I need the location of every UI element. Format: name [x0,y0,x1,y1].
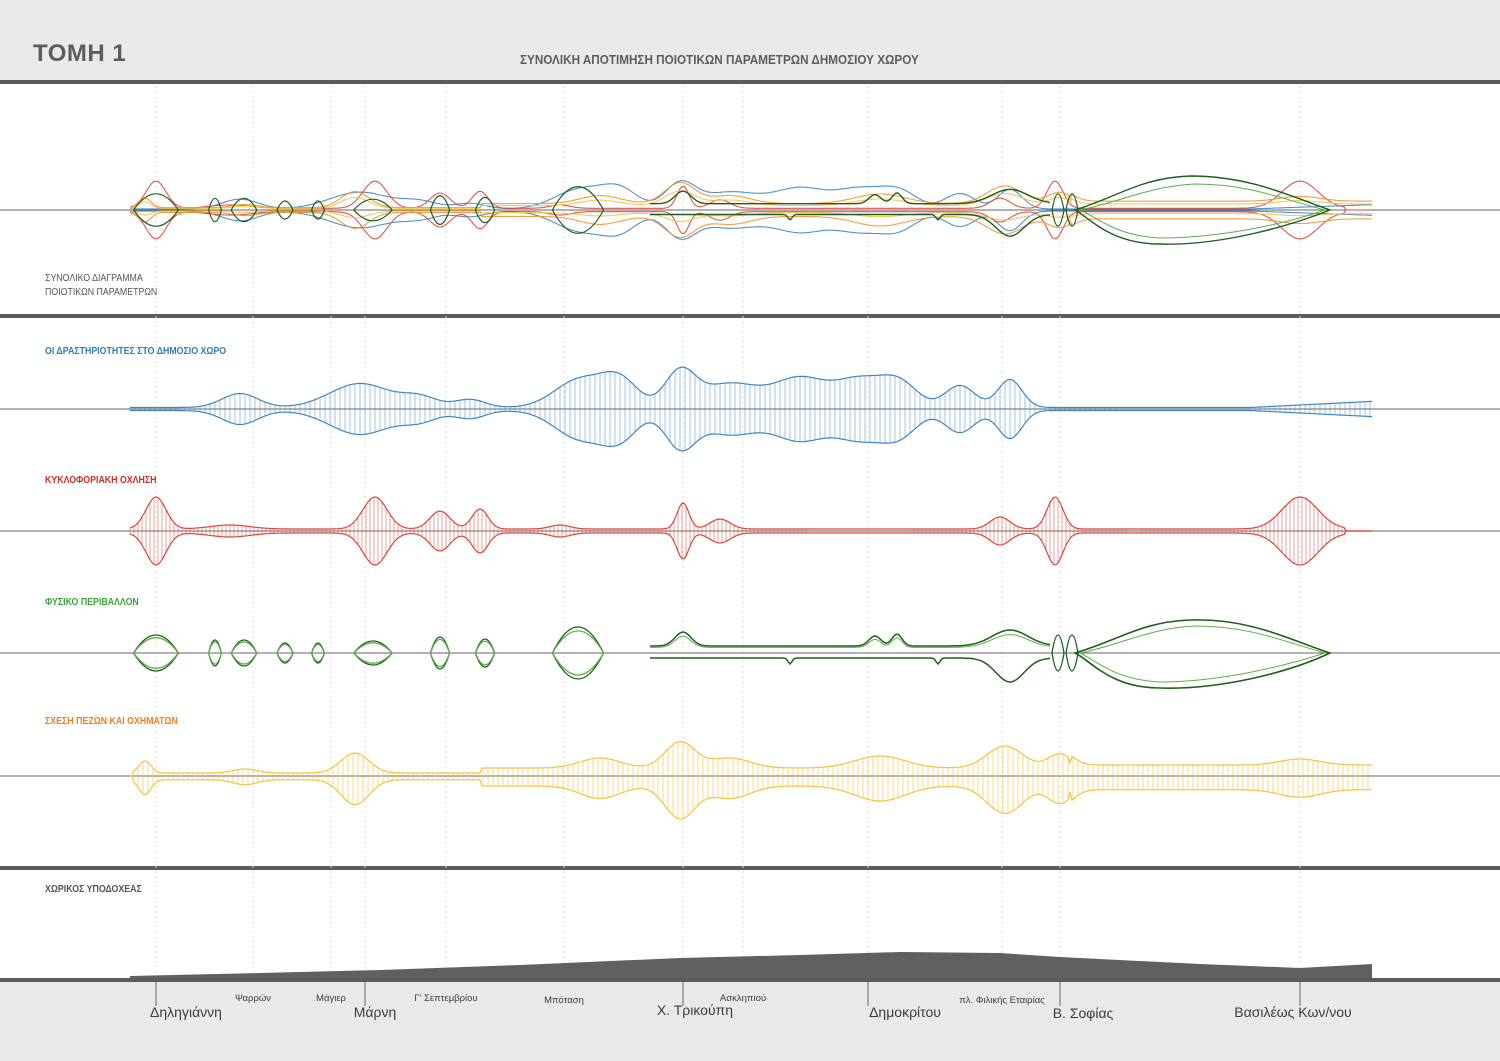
nature-lens [352,642,394,664]
street-label: Δημοκρίτου [869,1004,941,1020]
nature-lens [132,637,180,669]
street-label: Χ. Τρικούπη [656,1002,734,1018]
street-label: Β. Σοφίας [1052,1005,1114,1021]
nature-lens [207,641,223,665]
overview-nature-lens [207,197,223,223]
pedestrian-lower-curve [130,775,1372,820]
nature-band [132,619,1333,689]
overview-pedestrian-upper [130,181,1372,211]
street-label-minor: Μπόταση [544,995,584,1006]
street-label-minor: Μάγιερ [316,993,346,1004]
pedestrian-upper-curve [130,740,1372,777]
overview-pedestrian-lower [130,209,1372,239]
section-label-nature: ΦΥΣΙΚΟ ΠΕΡΙΒΑΛΛΟΝ [45,597,139,608]
street-label: Δηληγιάννη [150,1004,222,1020]
street-ticks [155,982,1301,1006]
overview-nature-lens [429,195,451,225]
overview-nature-lens [310,200,326,220]
overview-label-line1: ΣΥΝΟΛΙΚΟ ΔΙΑΓΡΑΜΜΑ [45,273,143,284]
section-label-pedestrians: ΣΧΕΣΗ ΠΕΖΩΝ ΚΑΙ ΟΧΗΜΑΤΩΝ [45,716,178,727]
overview-nature-big-lens-inner [1078,183,1327,239]
pedestrian-band [130,740,1372,820]
section-label-traffic: ΚΥΚΛΟΦΟΡΙΑΚΗ ΟΧΛΗΣΗ [45,475,157,486]
overview-nature-lens [474,196,496,224]
overview-divider [0,314,1500,318]
page-title: ΤΟΜΗ 1 [33,40,127,67]
overview-nature-lower [650,213,1051,237]
baselines [0,209,1500,777]
overview-nature-lens [1051,193,1065,227]
overview-nature-lens [352,198,394,222]
nature-lens [474,640,496,666]
overview-nature-lens [132,193,180,227]
nature-lens [230,641,258,665]
street-label-minor: Ασκληπιού [719,993,767,1004]
nature-lens [551,630,605,676]
activity-upper-curve [130,366,1373,409]
overview-nature-lens [551,186,605,234]
overview-diagram [129,175,1373,245]
nature-lens [1065,634,1079,672]
section-label-activities: ΟΙ ΔΡΑΣΤΗΡΙΟΤΗΤΕΣ ΣΤΟ ΔΗΜΟΣΙΟ ΧΩΡΟ [45,346,227,357]
header-divider [0,80,1500,84]
nature-big-lens [1072,619,1333,689]
activity-lower-curve [130,409,1373,452]
overview-activity-upper [130,180,1373,210]
section-label-spatial: ΧΩΡΙΚΟΣ ΥΠΟΔΟΧΕΑΣ [45,884,142,895]
overview-traffic-lower [129,209,1372,240]
overview-nature-lens [230,197,258,223]
traffic-lower-curve [129,530,1372,566]
page-subtitle: ΣΥΝΟΛΙΚΗ ΑΠΟΤΙΜΗΣΗ ΠΟΙΟΤΙΚΩΝ ΠΑΡΑΜΕΤΡΩΝ … [520,52,919,67]
street-label-minor: πλ. Φιλικής Εταιρίας [959,995,1045,1006]
spatial-divider [0,978,1500,982]
nature-envelope-upper [650,629,1051,647]
overview-nature-lens [1065,193,1079,227]
nature-lens [429,638,451,668]
overview-label-line2: ΠΟΙΟΤΙΚΩΝ ΠΑΡΑΜΕΤΡΩΝ [45,287,158,298]
street-label: Μάρνη [353,1004,397,1020]
nature-lens [310,643,326,663]
nature-envelope-lower [650,657,1051,683]
overview-activity-lower [130,210,1372,240]
street-label-minor: Ψαρρών [234,993,272,1004]
parameters-divider [0,866,1500,870]
overview-pedestrian-light-upper [130,190,1372,211]
traffic-band [129,496,1372,566]
activity-band [129,366,1373,452]
street-label-minor: Γ' Σεπτεμβρίου [414,993,478,1004]
street-label: Βασιλέως Κων/νου [1234,1004,1352,1020]
nature-envelope-inner [650,634,1051,648]
traffic-upper-curve [129,496,1372,532]
nature-lens [1051,634,1065,672]
overview-nature-big-lens [1073,175,1332,245]
overview-nature-lens [276,200,294,220]
nature-lens [276,643,294,663]
spatial-receptor-profile [130,952,1372,978]
overview-label: ΣΥΝΟΛΙΚΟ ΔΙΑΓΡΑΜΜΑ ΠΟΙΟΤΙΚΩΝ ΠΑΡΑΜΕΤΡΩΝ [45,272,157,300]
overview-nature-upper [650,188,1051,205]
header: ΤΟΜΗ 1 ΣΥΝΟΛΙΚΗ ΑΠΟΤΙΜΗΣΗ ΠΟΙΟΤΙΚΩΝ ΠΑΡΑ… [0,0,1500,80]
nature-big-lens-inner [1078,625,1327,683]
overview-traffic-upper [129,180,1372,211]
